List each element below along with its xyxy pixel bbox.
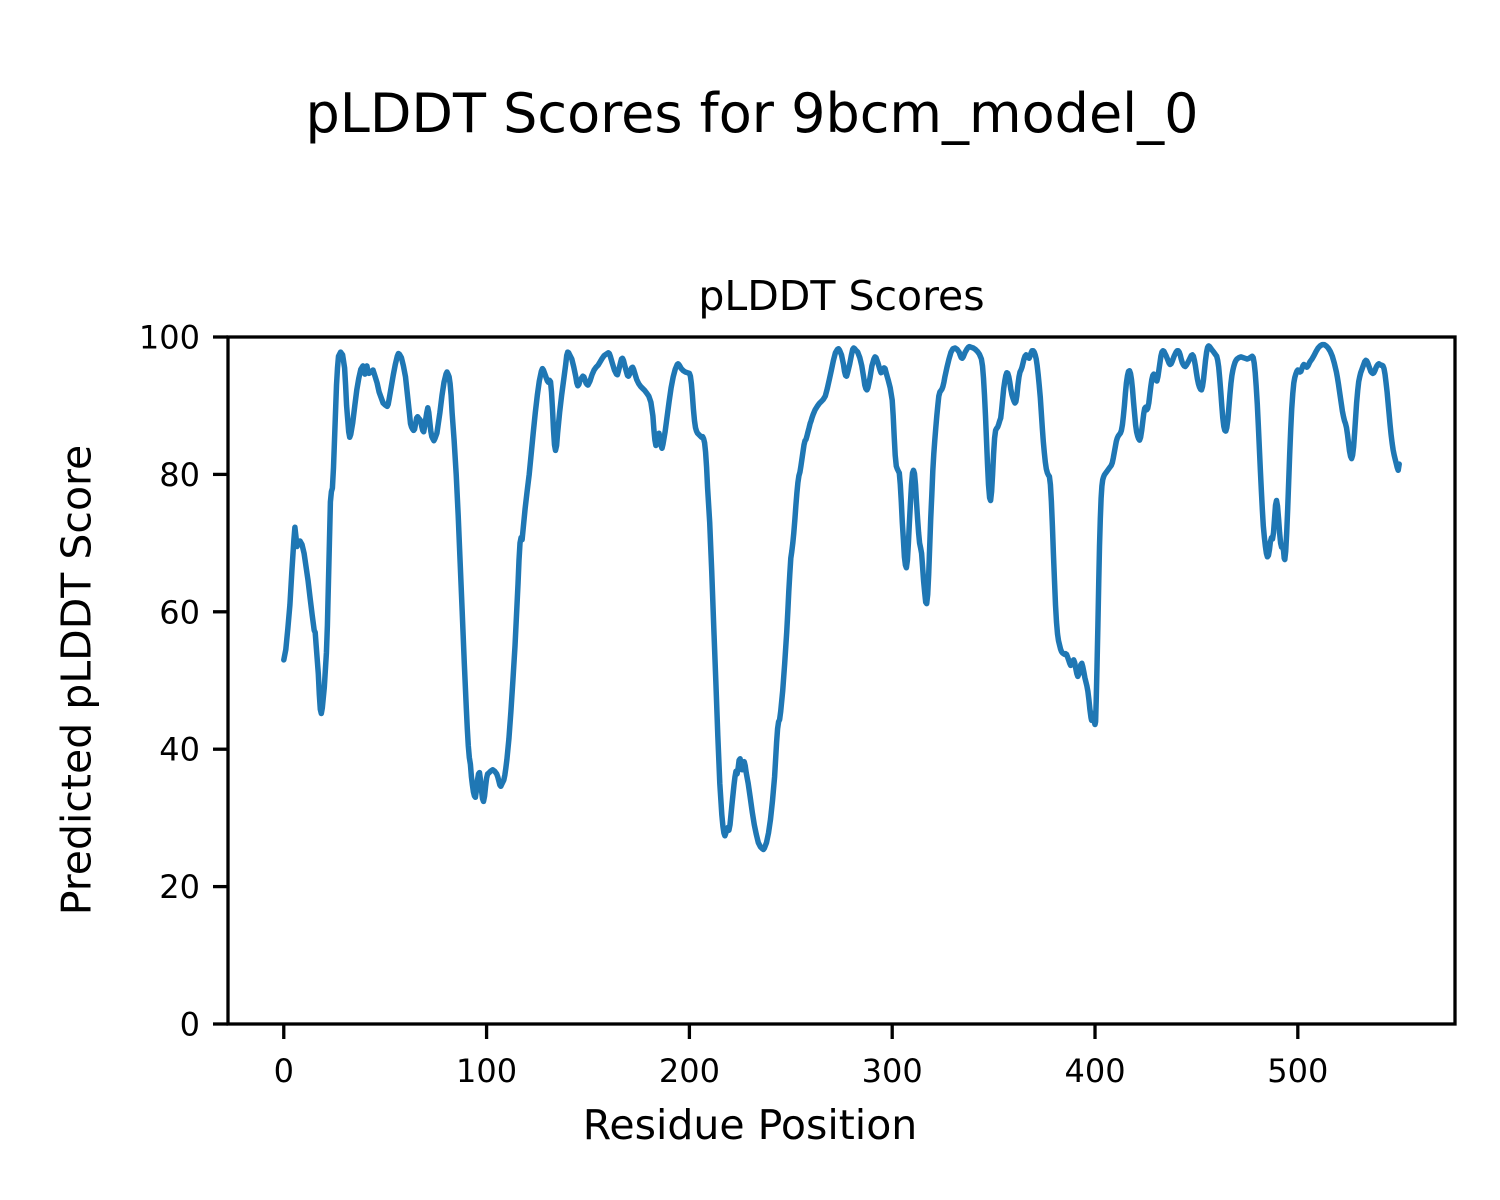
y-tick-label: 60 [159,593,200,631]
y-tick-label: 20 [159,868,200,906]
x-tick-label: 100 [456,1052,517,1090]
y-axis-label: Predicted pLDDT Score [52,444,101,916]
x-tick-label: 400 [1064,1052,1125,1090]
figure-suptitle: pLDDT Scores for 9bcm_model_0 [305,82,1199,145]
y-tick-label: 40 [159,731,200,769]
y-tick-label: 0 [180,1006,200,1044]
axes-title: pLDDT Scores [698,272,985,320]
plddt-series-line [281,341,1402,853]
x-tick-label: 200 [659,1052,720,1090]
axes-frame [226,335,1457,1026]
x-tick-label: 500 [1267,1052,1328,1090]
x-axis-label: Residue Position [582,1101,918,1149]
y-tick-label: 100 [139,319,200,357]
y-tick-label: 80 [159,456,200,494]
x-tick-label: 300 [862,1052,923,1090]
x-tick-label: 0 [274,1052,294,1090]
